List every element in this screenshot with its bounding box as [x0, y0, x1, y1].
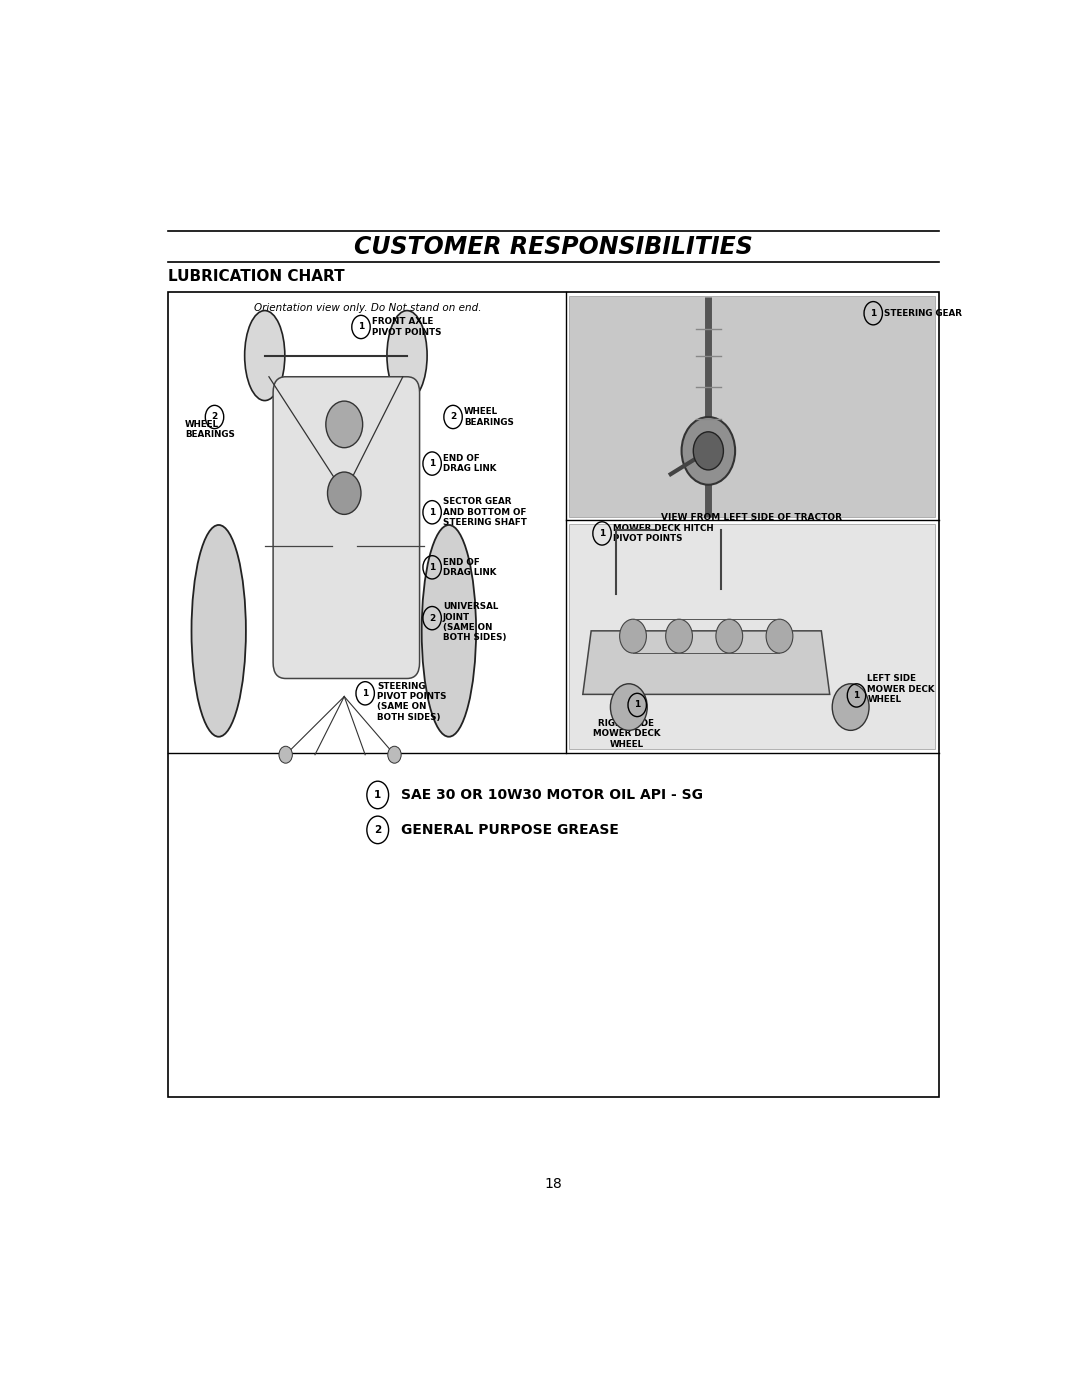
Circle shape	[610, 683, 647, 730]
Text: UNIVERSAL
JOINT
(SAME ON
BOTH SIDES): UNIVERSAL JOINT (SAME ON BOTH SIDES)	[443, 602, 507, 642]
Circle shape	[665, 619, 692, 653]
Text: 1: 1	[362, 689, 368, 698]
Text: 18: 18	[544, 1177, 563, 1191]
FancyBboxPatch shape	[273, 377, 419, 678]
Circle shape	[388, 747, 401, 763]
Text: 1: 1	[429, 507, 435, 517]
Text: STEERING GEAR: STEERING GEAR	[885, 309, 962, 318]
Circle shape	[620, 619, 647, 653]
Text: 1: 1	[374, 791, 381, 800]
Ellipse shape	[245, 311, 285, 400]
Circle shape	[833, 683, 869, 730]
Circle shape	[693, 432, 724, 470]
Text: WHEEL
BEARINGS: WHEEL BEARINGS	[464, 407, 514, 426]
Text: 2: 2	[450, 412, 456, 422]
Text: 1: 1	[853, 690, 860, 700]
Text: FRONT AXLE
PIVOT POINTS: FRONT AXLE PIVOT POINTS	[372, 318, 442, 337]
Circle shape	[327, 472, 361, 514]
Ellipse shape	[191, 525, 246, 737]
Circle shape	[326, 402, 363, 448]
Ellipse shape	[387, 311, 427, 400]
Text: 1: 1	[357, 323, 364, 331]
Text: SAE 30 OR 10W30 MOTOR OIL API - SG: SAE 30 OR 10W30 MOTOR OIL API - SG	[401, 788, 703, 802]
Text: LUBRICATION CHART: LUBRICATION CHART	[168, 268, 346, 283]
Bar	[568, 524, 935, 749]
Circle shape	[716, 619, 743, 653]
Text: 2: 2	[374, 825, 381, 835]
Polygon shape	[583, 631, 829, 694]
Text: VIEW FROM LEFT SIDE OF TRACTOR: VIEW FROM LEFT SIDE OF TRACTOR	[661, 513, 842, 522]
Circle shape	[279, 747, 293, 763]
Text: 1: 1	[634, 700, 640, 710]
Ellipse shape	[421, 525, 476, 737]
Text: LEFT SIDE
MOWER DECK
WHEEL: LEFT SIDE MOWER DECK WHEEL	[867, 674, 935, 704]
Text: SECTOR GEAR
AND BOTTOM OF
STEERING SHAFT: SECTOR GEAR AND BOTTOM OF STEERING SHAFT	[443, 498, 527, 527]
Circle shape	[766, 619, 793, 653]
Text: 1: 1	[870, 309, 876, 318]
Text: 2: 2	[212, 412, 218, 422]
Text: 1: 1	[429, 459, 435, 468]
Bar	[168, 292, 939, 1097]
Text: 2: 2	[429, 613, 435, 623]
Text: 1: 1	[599, 529, 605, 538]
Circle shape	[681, 417, 735, 485]
Text: Orientation view only. Do Not stand on end.: Orientation view only. Do Not stand on e…	[254, 302, 482, 314]
Text: WHEEL
BEARINGS: WHEEL BEARINGS	[186, 419, 235, 440]
Text: END OF
DRAG LINK: END OF DRAG LINK	[443, 558, 497, 577]
Text: MOWER DECK HITCH
PIVOT POINTS: MOWER DECK HITCH PIVOT POINTS	[613, 524, 714, 543]
Text: RIGHT SIDE
MOWER DECK
WHEEL: RIGHT SIDE MOWER DECK WHEEL	[593, 719, 660, 748]
Text: GENERAL PURPOSE GREASE: GENERAL PURPOSE GREASE	[401, 822, 619, 837]
Text: 1: 1	[429, 562, 435, 572]
Text: END OF
DRAG LINK: END OF DRAG LINK	[443, 454, 497, 473]
Text: CUSTOMER RESPONSIBILITIES: CUSTOMER RESPONSIBILITIES	[354, 235, 753, 258]
Text: STEERING
PIVOT POINTS
(SAME ON
BOTH SIDES): STEERING PIVOT POINTS (SAME ON BOTH SIDE…	[377, 682, 446, 722]
Bar	[568, 296, 935, 517]
